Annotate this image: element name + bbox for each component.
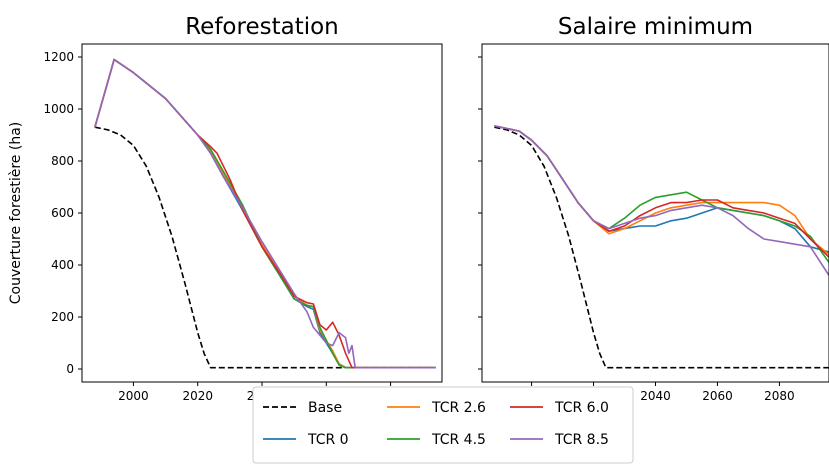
y-tick-label: 200	[51, 310, 74, 324]
legend: Base TCR 0 TCR 2.6 TCR 4.5 TCR 6.0 TCR 8.5	[252, 386, 634, 464]
series-line-tcr-0	[494, 125, 829, 253]
chart-title: Salaire minimum	[558, 14, 753, 40]
x-tick-label: 2040	[640, 389, 671, 403]
series-group	[94, 58, 436, 369]
legend-label-tcr-8-5: TCR 8.5	[554, 432, 609, 448]
x-tick-label: 2020	[182, 389, 213, 403]
legend-label-tcr-2-6: TCR 2.6	[431, 400, 486, 416]
y-tick-label: 0	[66, 362, 74, 376]
x-tick-label: 2000	[118, 389, 149, 403]
y-tick-label: 400	[51, 258, 74, 272]
panel-salaire-minimum: Salaire minimum20002020204020602080	[478, 14, 829, 403]
series-line-tcr-8-5	[494, 125, 829, 276]
y-axis-label: Couverture forestière (ha)	[8, 122, 24, 304]
x-tick-label: 2060	[702, 389, 733, 403]
legend-box	[252, 386, 634, 464]
y-tick-label: 1200	[43, 50, 74, 64]
panel-reforestation: Reforestation200020202040206020800200400…	[8, 14, 443, 403]
legend-label-base: Base	[308, 400, 342, 416]
plot-frame	[81, 43, 443, 383]
series-line-tcr-4-5	[94, 58, 436, 369]
y-tick-label: 600	[51, 206, 74, 220]
series-line-tcr-6-0	[494, 125, 829, 258]
series-line-tcr-0	[94, 58, 436, 369]
series-line-tcr-8-5	[94, 58, 436, 369]
legend-label-tcr-4-5: TCR 4.5	[431, 432, 486, 448]
series-group	[494, 125, 829, 369]
legend-label-tcr-6-0: TCR 6.0	[554, 400, 609, 416]
series-line-tcr-2-6	[94, 58, 436, 369]
series-line-tcr-6-0	[94, 58, 436, 369]
legend-label-tcr-0: TCR 0	[307, 432, 349, 448]
chart-title: Reforestation	[185, 14, 339, 40]
y-tick-label: 800	[51, 154, 74, 168]
series-line-base	[494, 126, 829, 369]
x-tick-label: 2080	[764, 389, 795, 403]
y-tick-label: 1000	[43, 102, 74, 116]
series-line-tcr-2-6	[494, 125, 829, 256]
